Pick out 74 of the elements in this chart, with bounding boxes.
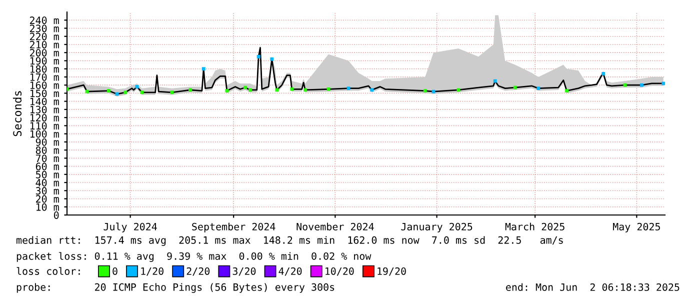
point bbox=[370, 88, 374, 92]
point bbox=[565, 89, 568, 92]
point bbox=[493, 79, 497, 83]
point bbox=[170, 90, 174, 94]
y-tick-label: 100 m bbox=[30, 130, 59, 138]
legend-title: loss color: bbox=[16, 267, 80, 275]
y-tick-label: 20 m bbox=[36, 195, 59, 203]
text: probe: 20 ICMP Echo Pings (56 Bytes) every 300s bbox=[16, 283, 334, 293]
point bbox=[513, 86, 517, 90]
y-tick-label: 30 m bbox=[36, 187, 59, 195]
point bbox=[346, 86, 350, 90]
point bbox=[106, 89, 110, 92]
y-tick-label: 240 m bbox=[30, 16, 59, 24]
point bbox=[623, 83, 627, 87]
y-tick-label: 120 m bbox=[30, 114, 59, 122]
y-axis-title: Seconds bbox=[12, 91, 22, 136]
point bbox=[188, 88, 192, 92]
legend-label: 2/20 bbox=[186, 267, 210, 276]
point bbox=[640, 83, 644, 87]
y-tick-label: 70 m bbox=[36, 154, 59, 162]
x-tick-label: September 2024 bbox=[192, 222, 276, 232]
legend-label: 19/20 bbox=[378, 267, 406, 276]
legend-label: 3/20 bbox=[232, 267, 256, 276]
point bbox=[423, 89, 427, 92]
point bbox=[124, 90, 127, 94]
point bbox=[202, 67, 206, 71]
y-tick-label: 130 m bbox=[30, 106, 59, 114]
point bbox=[602, 72, 606, 76]
y-tick-label: 210 m bbox=[30, 40, 59, 48]
x-tick-label: July 2024 bbox=[104, 222, 157, 232]
y-tick-label: 90 m bbox=[36, 138, 59, 146]
point bbox=[85, 90, 89, 94]
text: end: Mon Jun 2 06:18:33 2025 bbox=[506, 283, 680, 291]
text: packet loss: 0.11 % avg 9.39 % max 0.00 % min 0.02 % now bbox=[16, 252, 372, 262]
legend-label: 1/20 bbox=[141, 267, 164, 276]
point bbox=[662, 82, 665, 86]
y-tick-label: 60 m bbox=[36, 162, 59, 170]
y-tick-label: 80 m bbox=[36, 146, 59, 154]
point bbox=[248, 88, 252, 92]
point bbox=[225, 89, 229, 92]
y-tick-label: 150 m bbox=[30, 90, 59, 98]
point bbox=[270, 57, 274, 61]
point bbox=[275, 88, 279, 92]
x-tick-label: March 2025 bbox=[505, 222, 564, 230]
y-tick-label: 220 m bbox=[30, 32, 59, 40]
y-tick-label: 170 m bbox=[30, 73, 59, 81]
y-tick-label: 160 m bbox=[30, 81, 59, 90]
x-tick-label: January 2025 bbox=[401, 222, 472, 232]
legend-label: 0 bbox=[112, 267, 118, 275]
point bbox=[326, 87, 330, 91]
text: median rtt: 157.4 ms avg 205.1 ms max 148.2 ms min 162.0 ms now 7.0 ms sd 22.5 am/s bbox=[16, 236, 563, 246]
point bbox=[135, 85, 139, 88]
point bbox=[244, 86, 247, 90]
point bbox=[290, 87, 294, 91]
point bbox=[456, 88, 460, 92]
x-tick-label: May 2025 bbox=[613, 222, 660, 232]
y-tick-label: 140 m bbox=[30, 98, 59, 106]
point bbox=[432, 90, 436, 94]
y-tick-label: 180 m bbox=[30, 65, 59, 73]
legend-label: 10/20 bbox=[326, 267, 354, 276]
point bbox=[304, 88, 307, 92]
y-tick-label: 110 m bbox=[30, 122, 59, 130]
y-tick-label: 10 m bbox=[36, 203, 59, 211]
legend-label: 4/20 bbox=[278, 267, 302, 276]
point bbox=[256, 54, 260, 58]
y-tick-label: 190 m bbox=[30, 57, 59, 65]
y-tick-label: 50 m bbox=[36, 170, 59, 178]
point bbox=[140, 90, 144, 94]
y-tick-label: 0 bbox=[54, 211, 59, 219]
y-tick-label: 230 m bbox=[30, 24, 59, 32]
point bbox=[536, 86, 540, 90]
x-tick-label: November 2024 bbox=[296, 222, 374, 230]
y-tick-label: 40 m bbox=[36, 178, 59, 186]
y-tick-label: 200 m bbox=[30, 49, 59, 57]
